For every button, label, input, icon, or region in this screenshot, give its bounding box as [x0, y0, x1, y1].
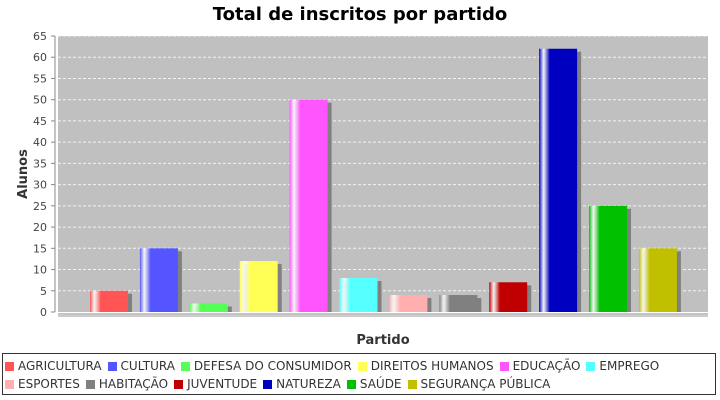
y-tick-label: 5	[40, 285, 47, 298]
bar	[439, 295, 478, 312]
bar	[289, 99, 328, 312]
legend-label: EMPREGO	[599, 359, 660, 373]
bar	[539, 48, 578, 312]
y-tick-label: 65	[33, 30, 47, 43]
y-tick-label: 55	[33, 72, 47, 85]
y-tick-label: 50	[33, 94, 47, 107]
legend-swatch	[357, 361, 367, 371]
legend-label: EDUCAÇÃO	[512, 359, 581, 373]
y-tick-label: 25	[33, 200, 47, 213]
bar	[339, 278, 378, 312]
legend-item: DIREITOS HUMANOS	[357, 357, 494, 375]
bar	[489, 282, 528, 312]
y-axis: 0 5 10 15 20 25 30 35 40 45 50 55 60 65	[33, 30, 55, 319]
legend-swatch	[107, 361, 117, 371]
legend-label: HABITAÇÃO	[98, 377, 169, 391]
legend-label: JUVENTUDE	[187, 377, 258, 391]
legend-item: EDUCAÇÃO	[499, 357, 581, 375]
bar	[139, 248, 178, 312]
legend-item: DEFESA DO CONSUMIDOR	[180, 357, 352, 375]
y-tick-label: 15	[33, 242, 47, 255]
legend-label: AGRICULTURA	[18, 359, 102, 373]
legend-item: HABITAÇÃO	[85, 375, 169, 393]
y-tick-label: 40	[33, 136, 47, 149]
legend-label: SEGURANÇA PÚBLICA	[420, 377, 551, 391]
bar	[90, 290, 128, 312]
bar-chart: 0 5 10 15 20 25 30 35 40 45 50 55 60 65 Partido Aluno…	[16, 30, 708, 348]
legend-item: NATUREZA	[263, 375, 341, 393]
legend-item: JUVENTUDE	[174, 375, 257, 393]
bars	[90, 48, 681, 312]
bar	[589, 205, 627, 312]
y-tick-label: 45	[33, 115, 47, 128]
bar	[389, 295, 428, 312]
legend-item: AGRICULTURA	[5, 357, 102, 375]
y-tick-label: 20	[33, 221, 47, 234]
legend-swatch	[499, 361, 509, 371]
y-tick-label: 30	[33, 179, 47, 192]
legend-swatch	[5, 379, 14, 389]
legend-item: EMPREGO	[586, 357, 659, 375]
legend: AGRICULTURA CULTURA DEFESA DO CONSUMIDOR DI…	[2, 353, 716, 395]
y-tick-label: 10	[33, 264, 47, 277]
legend-item: SEGURANÇA PÚBLICA	[407, 375, 551, 393]
y-axis-label: Alunos	[16, 149, 31, 199]
bar	[239, 261, 278, 312]
legend-label: ESPORTES	[18, 377, 80, 391]
legend-item: CULTURA	[107, 357, 175, 375]
y-tick-label: 0	[40, 306, 47, 319]
legend-item: SAÚDE	[346, 375, 402, 393]
bar	[189, 303, 228, 312]
chart-title: Total de inscritos por partido	[212, 4, 508, 25]
legend-label: NATUREZA	[276, 377, 341, 391]
x-axis-label: Partido	[356, 333, 409, 348]
legend-swatch	[174, 379, 184, 389]
bar	[638, 248, 677, 312]
legend-item: ESPORTES	[5, 375, 80, 393]
legend-label: CULTURA	[120, 359, 175, 373]
legend-swatch	[85, 379, 95, 389]
y-tick-label: 35	[33, 157, 47, 170]
y-tick-label: 60	[33, 51, 47, 64]
legend-swatch	[263, 379, 273, 389]
legend-swatch	[180, 361, 190, 371]
legend-swatch	[407, 379, 417, 389]
legend-swatch	[586, 361, 596, 371]
legend-label: DEFESA DO CONSUMIDOR	[193, 359, 352, 373]
legend-swatch	[5, 361, 14, 371]
legend-swatch	[346, 379, 356, 389]
legend-label: DIREITOS HUMANOS	[370, 359, 494, 373]
legend-label: SAÚDE	[359, 377, 402, 391]
